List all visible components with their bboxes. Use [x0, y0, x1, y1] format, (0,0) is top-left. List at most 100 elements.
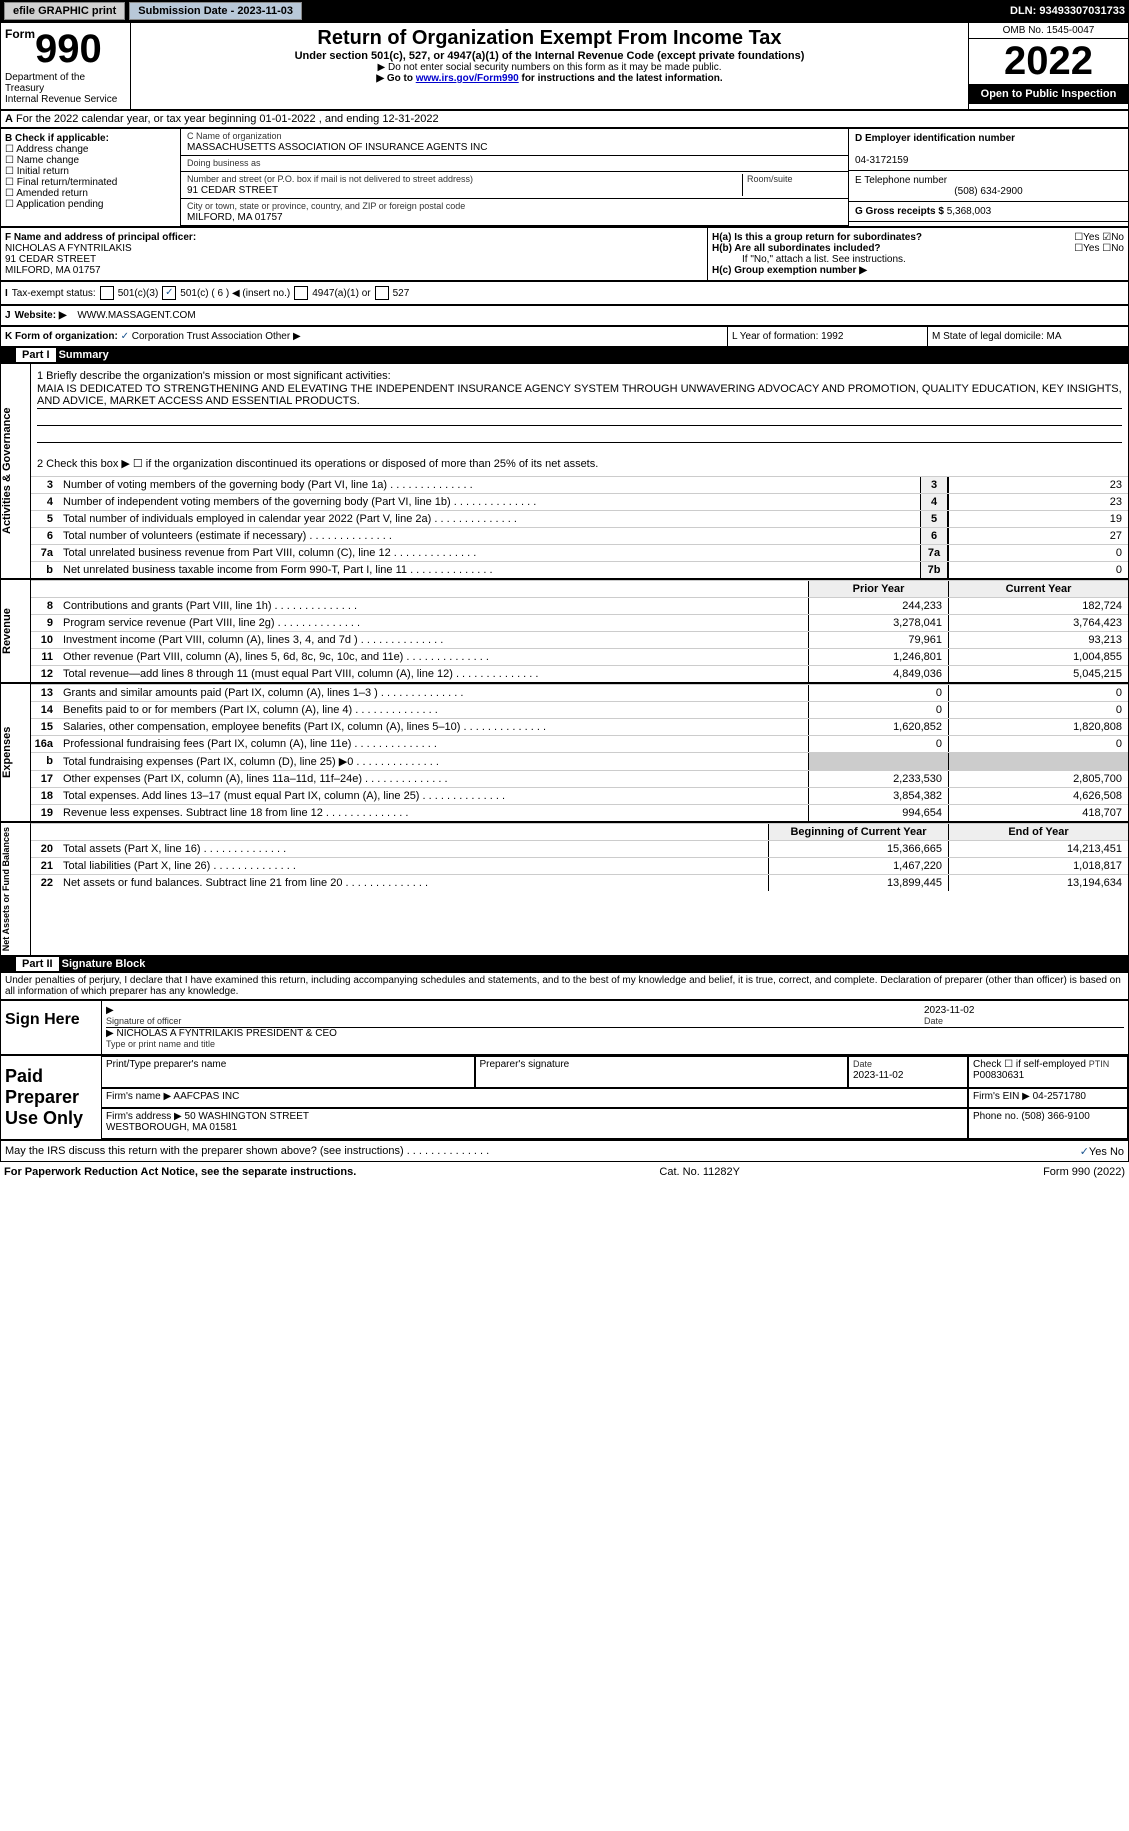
financial-line: 11Other revenue (Part VIII, column (A), …: [31, 648, 1128, 665]
current-year-hdr: Current Year: [948, 581, 1128, 597]
ein: 04-3172159: [855, 155, 908, 166]
part2-sub: Signature Block: [62, 958, 146, 970]
activities-governance: Activities & Governance 1 Briefly descri…: [0, 363, 1129, 579]
checkbox-option[interactable]: ☐ Initial return: [5, 166, 176, 177]
room-label: Room/suite: [747, 174, 793, 184]
street: 91 CEDAR STREET: [187, 185, 278, 196]
footer-left: For Paperwork Reduction Act Notice, see …: [4, 1166, 356, 1178]
hb-label: H(b) Are all subordinates included?: [712, 243, 881, 254]
financial-line: 20Total assets (Part X, line 16)15,366,6…: [31, 840, 1128, 857]
opt-501c3: 501(c)(3): [118, 288, 159, 299]
ptin-lbl: PTIN: [1089, 1059, 1110, 1069]
column-c: C Name of organizationMASSACHUSETTS ASSO…: [181, 129, 848, 226]
street-label: Number and street (or P.O. box if mail i…: [187, 174, 473, 184]
mission-text: MAIA IS DEDICATED TO STRENGTHENING AND E…: [37, 382, 1122, 409]
officer-name: NICHOLAS A FYNTRILAKIS: [5, 243, 132, 254]
opt-501c: 501(c) ( 6 ) ◀ (insert no.): [180, 288, 290, 299]
revenue-section: Revenue Prior YearCurrent Year 8Contribu…: [0, 579, 1129, 683]
begin-year-hdr: Beginning of Current Year: [768, 824, 948, 840]
gross-label: G Gross receipts $: [855, 206, 947, 217]
vlabel-expenses: Expenses: [1, 684, 31, 821]
year-formation: L Year of formation: 1992: [728, 327, 928, 346]
column-b: B Check if applicable: ☐ Address change☐…: [1, 129, 181, 226]
part1-title: Part I: [16, 348, 56, 362]
website-value: WWW.MASSAGENT.COM: [77, 310, 195, 321]
financial-line: 16aProfessional fundraising fees (Part I…: [31, 735, 1128, 752]
opt-4947: 4947(a)(1) or: [312, 288, 370, 299]
part2-title: Part II: [16, 957, 59, 971]
row-klm: K Form of organization: ✓ Corporation Tr…: [0, 326, 1129, 347]
financial-line: 19Revenue less expenses. Subtract line 1…: [31, 804, 1128, 821]
officer-addr2: MILFORD, MA 01757: [5, 265, 101, 276]
department: Department of the Treasury Internal Reve…: [5, 72, 126, 105]
vlabel-netassets: Net Assets or Fund Balances: [1, 823, 31, 955]
prep-date: 2023-11-02: [853, 1070, 903, 1081]
org-name: MASSACHUSETTS ASSOCIATION OF INSURANCE A…: [187, 142, 487, 153]
website-label: Website: ▶: [15, 310, 67, 321]
527-checkbox[interactable]: [375, 286, 389, 300]
4947-checkbox[interactable]: [294, 286, 308, 300]
city: MILFORD, MA 01757: [187, 212, 283, 223]
checkbox-option[interactable]: ☐ Address change: [5, 144, 176, 155]
omb-number: OMB No. 1545-0047: [969, 23, 1128, 39]
form-org-label: K Form of organization:: [5, 331, 118, 342]
expenses-section: Expenses 13Grants and similar amounts pa…: [0, 683, 1129, 822]
paid-preparer-block: Paid Preparer Use Only Print/Type prepar…: [0, 1055, 1129, 1140]
discuss-text: May the IRS discuss this return with the…: [5, 1145, 489, 1157]
financial-line: 15Salaries, other compensation, employee…: [31, 718, 1128, 735]
ssn-note: ▶ Do not enter social security numbers o…: [135, 62, 964, 73]
column-d: D Employer identification number04-31721…: [848, 129, 1128, 226]
page-footer: For Paperwork Reduction Act Notice, see …: [0, 1162, 1129, 1182]
discuss-row: May the IRS discuss this return with the…: [0, 1140, 1129, 1162]
checkbox-option[interactable]: ☐ Application pending: [5, 199, 176, 210]
checkbox-option[interactable]: ☐ Final return/terminated: [5, 177, 176, 188]
form-title: Return of Organization Exempt From Incom…: [135, 27, 964, 50]
ptin: P00830631: [973, 1070, 1024, 1081]
opt-other: Other ▶: [265, 331, 300, 342]
checkbox-option[interactable]: ☐ Name change: [5, 155, 176, 166]
form-header: Form990 Department of the Treasury Inter…: [0, 22, 1129, 110]
vlabel-revenue: Revenue: [1, 580, 31, 682]
declaration-text: Under penalties of perjury, I declare th…: [0, 972, 1129, 1000]
efile-button[interactable]: efile GRAPHIC print: [4, 2, 125, 20]
discuss-yes[interactable]: ✓: [1080, 1146, 1089, 1158]
prep-sig-hdr: Preparer's signature: [475, 1056, 849, 1087]
check-applicable-label: B Check if applicable:: [5, 133, 109, 144]
part1-header: Part I Summary: [0, 347, 1129, 363]
part2-header: Part II Signature Block: [0, 956, 1129, 972]
summary-line: 3Number of voting members of the governi…: [31, 476, 1128, 493]
org-name-label: C Name of organization: [187, 131, 282, 141]
prior-year-hdr: Prior Year: [808, 581, 948, 597]
financial-line: 9Program service revenue (Part VIII, lin…: [31, 614, 1128, 631]
hb-note: If "No," attach a list. See instructions…: [712, 254, 1124, 265]
section-a: A For the 2022 calendar year, or tax yea…: [0, 110, 1129, 128]
dba-label: Doing business as: [187, 158, 261, 168]
summary-line: 7aTotal unrelated business revenue from …: [31, 544, 1128, 561]
financial-line: 21Total liabilities (Part X, line 26)1,4…: [31, 857, 1128, 874]
summary-line: 4Number of independent voting members of…: [31, 493, 1128, 510]
form-num: 990: [35, 27, 102, 71]
corp-checkbox[interactable]: ✓: [121, 331, 129, 342]
firm-ein-lbl: Firm's EIN ▶: [973, 1091, 1030, 1102]
goto-note: ▶ Go to www.irs.gov/Form990 for instruct…: [135, 73, 964, 84]
sig-date: 2023-11-02: [924, 1005, 974, 1016]
mission-label: 1 Briefly describe the organization's mi…: [37, 370, 1122, 382]
501c-checkbox[interactable]: ✓: [162, 286, 176, 300]
q2-text: 2 Check this box ▶ ☐ if the organization…: [37, 457, 1122, 470]
financial-line: 12Total revenue—add lines 8 through 11 (…: [31, 665, 1128, 682]
gross-receipts: 5,368,003: [947, 206, 992, 217]
sig-name: NICHOLAS A FYNTRILAKIS PRESIDENT & CEO: [116, 1028, 336, 1039]
checkbox-option[interactable]: ☐ Amended return: [5, 188, 176, 199]
firm-phone: (508) 366-9100: [1021, 1111, 1089, 1122]
financial-line: 8Contributions and grants (Part VIII, li…: [31, 597, 1128, 614]
501c3-checkbox[interactable]: [100, 286, 114, 300]
website-row: J Website: ▶ WWW.MASSAGENT.COM: [0, 305, 1129, 326]
tax-year: 2022: [969, 39, 1128, 84]
signature-block: Sign Here ▶Signature of officer 2023-11-…: [0, 1000, 1129, 1055]
opt-corp: Corporation: [132, 331, 184, 342]
goto-pre: ▶ Go to: [376, 73, 415, 84]
footer-right: Form 990 (2022): [1043, 1166, 1125, 1178]
summary-line: 5Total number of individuals employed in…: [31, 510, 1128, 527]
irs-link[interactable]: www.irs.gov/Form990: [416, 73, 519, 84]
firm-phone-lbl: Phone no.: [973, 1111, 1019, 1122]
